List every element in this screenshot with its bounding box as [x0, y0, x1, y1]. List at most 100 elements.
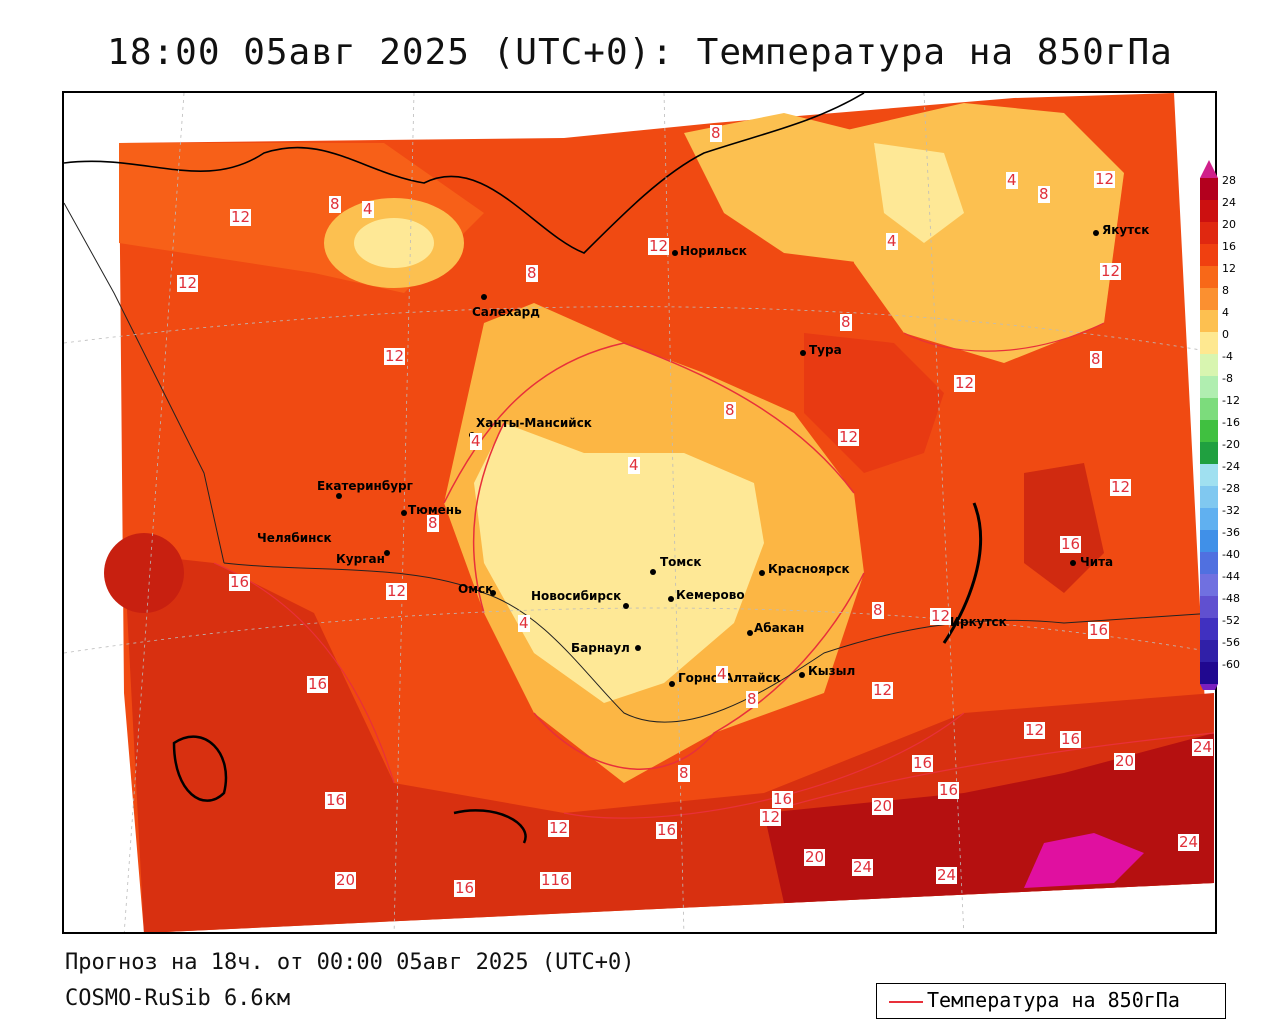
contour-label: 24: [852, 858, 874, 876]
contour-label: 4: [470, 432, 482, 450]
contour-label: 20: [1114, 752, 1136, 770]
contour-label: 8: [1038, 185, 1050, 203]
colorbar-tick-label: 28: [1222, 174, 1236, 187]
city-kurgan: Курган: [336, 552, 385, 566]
map-field: [64, 93, 1215, 932]
contour-label: 12: [930, 607, 952, 625]
colorbar-tick-label: -32: [1222, 504, 1240, 517]
colorbar-tick-label: -20: [1222, 438, 1240, 451]
contour-label: 8: [840, 313, 852, 331]
contour-label: 16: [1060, 730, 1082, 748]
city-dot: [800, 350, 806, 356]
city-krasnoyarsk: Красноярск: [768, 562, 850, 576]
colorbar-swatch: [1200, 200, 1218, 222]
colorbar-swatch: [1200, 640, 1218, 662]
contour-label: 4: [628, 456, 640, 474]
colorbar-min-arrow: [1200, 684, 1218, 702]
city-tura: Тура: [809, 343, 842, 357]
legend-line-swatch: [889, 1001, 923, 1003]
colorbar-swatch: [1200, 486, 1218, 508]
city-gorno-altaysk: Горно-Алтайск: [678, 671, 781, 685]
contour-label: 24: [1178, 833, 1200, 851]
city-dot: [490, 590, 496, 596]
forecast-info: Прогноз на 18ч. от 00:00 05авг 2025 (UTC…: [65, 950, 635, 975]
contour-label: 16: [1060, 535, 1082, 553]
city-dot: [650, 569, 656, 575]
city-yakutsk: Якутск: [1102, 223, 1150, 237]
colorbar-tick-label: 24: [1222, 196, 1236, 209]
city-dot: [384, 550, 390, 556]
contour-label: 20: [804, 848, 826, 866]
contour-label: 12: [230, 208, 252, 226]
city-dot: [635, 645, 641, 651]
contour-label: 8: [329, 195, 341, 213]
city-dot: [623, 603, 629, 609]
contour-label: 16: [938, 781, 960, 799]
map-title: 18:00 05авг 2025 (UTC+0): Температура на…: [107, 32, 1173, 73]
colorbar-tick-label: 0: [1222, 328, 1229, 341]
contour-label: 8: [678, 764, 690, 782]
colorbar-tick-label: -40: [1222, 548, 1240, 561]
contour-label: 16: [454, 879, 476, 897]
city-dot: [759, 570, 765, 576]
contour-label: 12: [384, 347, 406, 365]
city-abakan: Абакан: [754, 621, 805, 635]
contour-label: 12: [872, 681, 894, 699]
model-name: COSMO-RuSib 6.6км: [65, 986, 291, 1011]
colorbar-swatch: [1200, 552, 1218, 574]
contour-label: 16: [307, 675, 329, 693]
colorbar-tick-label: -36: [1222, 526, 1240, 539]
contour-label: 24: [1192, 738, 1214, 756]
colorbar-swatch: [1200, 178, 1218, 200]
colorbar-swatch: [1200, 662, 1218, 684]
city-yekaterinburg: Екатеринбург: [317, 479, 413, 493]
colorbar-swatch: [1200, 398, 1218, 420]
colorbar-tick-label: -8: [1222, 372, 1233, 385]
contour-label: 4: [1006, 171, 1018, 189]
city-chelyabinsk: Челябинск: [257, 531, 332, 545]
legend-label: Температура на 850гПа: [927, 988, 1180, 1012]
contour-label: 12: [954, 374, 976, 392]
city-chita: Чита: [1080, 555, 1114, 569]
contour-label: 8: [872, 601, 884, 619]
city-kemerovo: Кемерово: [676, 588, 745, 602]
contour-label: 12: [548, 819, 570, 837]
contour-label: 16: [772, 790, 794, 808]
city-irkutsk: Иркутск: [950, 615, 1007, 629]
colorbar-swatch: [1200, 244, 1218, 266]
colorbar-tick-label: -52: [1222, 614, 1240, 627]
city-dot: [401, 510, 407, 516]
colorbar-tick-label: -44: [1222, 570, 1240, 583]
contour-label: 4: [716, 665, 728, 683]
contour-label: 12: [177, 274, 199, 292]
contour-label: 8: [526, 264, 538, 282]
contour-label: 4: [518, 614, 530, 632]
contour-label: 12: [1024, 721, 1046, 739]
city-tyumen: Тюмень: [408, 503, 462, 517]
contour-label: 8: [724, 401, 736, 419]
colorbar-tick-label: -24: [1222, 460, 1240, 473]
city-dot: [481, 294, 487, 300]
colorbar-swatch: [1200, 574, 1218, 596]
contour-label: 4: [362, 200, 374, 218]
city-dot: [747, 630, 753, 636]
city-dot: [1093, 230, 1099, 236]
contour-label: 12: [760, 808, 782, 826]
contour-label: 12: [386, 582, 408, 600]
colorbar-swatch: [1200, 420, 1218, 442]
colorbar-swatch: [1200, 222, 1218, 244]
colorbar-swatch: [1200, 618, 1218, 640]
city-omsk: Омск: [458, 582, 494, 596]
contour-label: 16: [912, 754, 934, 772]
colorbar-tick-label: -56: [1222, 636, 1240, 649]
colorbar-swatch: [1200, 508, 1218, 530]
city-dot: [1070, 560, 1076, 566]
colorbar-tick-label: -28: [1222, 482, 1240, 495]
contour-label: 8: [1090, 350, 1102, 368]
contour-label: 16: [325, 791, 347, 809]
contour-label: 8: [710, 124, 722, 142]
colorbar-swatch: [1200, 332, 1218, 354]
city-kyzyl: Кызыл: [808, 664, 856, 678]
colorbar-tick-label: -12: [1222, 394, 1240, 407]
contour-label: 12: [1100, 262, 1122, 280]
